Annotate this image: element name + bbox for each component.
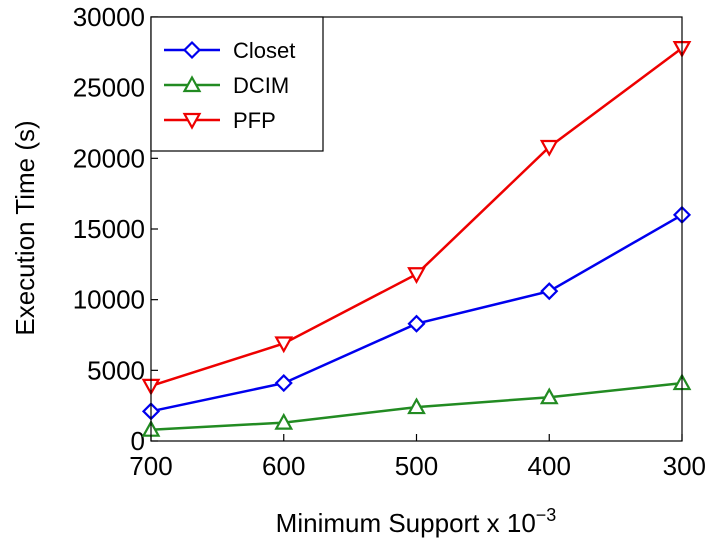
x-axis-ticks: 700 600 500 400 300 [129, 434, 706, 481]
legend: Closet DCIM PFP [150, 16, 324, 152]
y-tick-label: 5000 [87, 355, 145, 385]
data-point-pfp [407, 267, 426, 284]
legend-label-pfp: PFP [233, 108, 276, 133]
legend-label-closet: Closet [233, 38, 295, 63]
x-tick-label: 600 [262, 451, 305, 481]
x-tick-label: 500 [395, 451, 438, 481]
x-tick-label: 300 [663, 451, 706, 481]
data-point-dcim [407, 397, 426, 415]
y-tick-label: 25000 [73, 73, 145, 103]
data-point-pfp [274, 336, 294, 354]
y-axis-ticks: 0 5000 10000 15000 20000 25000 30000 [73, 2, 158, 456]
data-point-closet [540, 282, 559, 301]
plot-area-frame [150, 16, 683, 442]
data-point-dcim [274, 412, 294, 430]
legend-marker-dcim [182, 75, 202, 93]
series-dcim [141, 373, 692, 437]
series-closet [141, 205, 692, 421]
y-tick-label: 15000 [73, 214, 145, 244]
series-layer [141, 40, 692, 437]
x-axis-label-exponent: −3 [536, 505, 557, 525]
x-tick-label: 400 [528, 451, 571, 481]
x-axis-label-text: Minimum Support x 10 [276, 508, 536, 538]
x-tick-label: 700 [129, 451, 172, 481]
legend-marker-pfp [182, 112, 202, 130]
y-tick-label: 20000 [73, 143, 145, 173]
y-tick-label: 0 [131, 426, 145, 456]
y-tick-label: 10000 [73, 285, 145, 315]
data-point-pfp [539, 139, 559, 157]
data-point-dcim [539, 387, 559, 405]
y-axis-label: Execution Time (s) [10, 120, 40, 335]
data-point-closet [274, 373, 293, 393]
legend-marker-closet [182, 40, 202, 60]
x-axis-label: Minimum Support x 10−3 [276, 505, 557, 538]
data-point-closet [407, 314, 426, 333]
y-tick-label: 30000 [73, 2, 145, 32]
series-line-closet [150, 213, 683, 413]
legend-label-dcim: DCIM [233, 73, 289, 98]
